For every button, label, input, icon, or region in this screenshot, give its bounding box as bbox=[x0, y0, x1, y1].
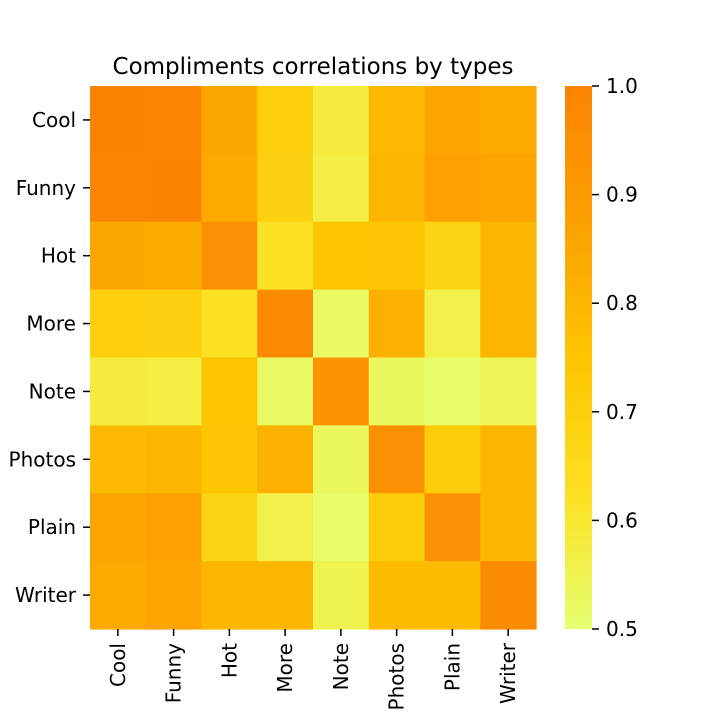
heatmap-cell-writer-photos bbox=[368, 561, 426, 630]
heatmap-cell-funny-note bbox=[313, 153, 370, 223]
heatmap-cell-cool-plain bbox=[424, 86, 481, 155]
y-tick-label: Photos bbox=[9, 447, 76, 471]
heatmap-cell-cool-writer bbox=[480, 86, 537, 155]
heatmap-cell-photos-more bbox=[257, 425, 314, 494]
heatmap-cell-hot-hot bbox=[201, 221, 258, 291]
heatmap-cell-hot-cool bbox=[90, 221, 147, 291]
x-tick-label: Note bbox=[329, 643, 353, 690]
heatmap-cell-plain-plain bbox=[424, 493, 481, 562]
heatmap-cell-funny-more bbox=[257, 153, 314, 223]
heatmap-cell-cool-funny bbox=[145, 86, 203, 155]
heatmap-cell-cool-photos bbox=[368, 86, 426, 155]
heatmap-cell-plain-photos bbox=[368, 493, 426, 562]
y-tick-label: Hot bbox=[41, 244, 76, 268]
colorbar-tick-label: 0.7 bbox=[606, 400, 638, 424]
colorbar-tick-label: 0.6 bbox=[606, 508, 638, 532]
heatmap-cell-note-photos bbox=[368, 357, 426, 426]
x-tick-label: Funny bbox=[162, 643, 186, 703]
heatmap-cell-note-funny bbox=[145, 357, 203, 426]
heatmap-cell-note-plain bbox=[424, 357, 481, 426]
heatmap-cell-funny-plain bbox=[424, 153, 481, 223]
heatmap-cell-writer-plain bbox=[424, 561, 481, 630]
x-tick-label: Hot bbox=[217, 643, 241, 678]
heatmap-cell-more-hot bbox=[201, 289, 258, 359]
heatmap-cell-photos-writer bbox=[480, 425, 537, 494]
heatmap-cell-plain-more bbox=[257, 493, 314, 562]
heatmap-cell-photos-funny bbox=[145, 425, 203, 494]
heatmap-cell-funny-photos bbox=[368, 153, 426, 223]
heatmap-cell-photos-plain bbox=[424, 425, 481, 494]
x-axis: Cool Funny Hot More Note Photos Plain Writer bbox=[106, 629, 520, 710]
heatmap-cell-more-writer bbox=[480, 289, 537, 359]
heatmap-cell-more-photos bbox=[368, 289, 426, 359]
colorbar-tick-label: 1.0 bbox=[606, 74, 638, 98]
heatmap-cell-hot-writer bbox=[480, 221, 537, 291]
colorbar-ticks: 1.0 0.9 0.8 0.7 0.6 0.5 bbox=[592, 74, 638, 641]
y-tick-label: Plain bbox=[28, 515, 76, 539]
y-tick-label: More bbox=[26, 312, 76, 336]
heatmap-cell-writer-note bbox=[313, 561, 370, 630]
heatmap-cell-note-note bbox=[313, 357, 370, 426]
heatmap-cell-hot-photos bbox=[368, 221, 426, 291]
x-tick-label: Cool bbox=[106, 643, 130, 687]
heatmap-cell-plain-note bbox=[313, 493, 370, 562]
heatmap-cell-writer-more bbox=[257, 561, 314, 630]
colorbar-tick-label: 0.5 bbox=[606, 617, 638, 641]
heatmap-cell-more-more bbox=[257, 289, 314, 359]
y-tick-label: Note bbox=[29, 379, 76, 403]
colorbar-tick-label: 0.8 bbox=[606, 291, 638, 315]
heatmap-cell-plain-cool bbox=[90, 493, 147, 562]
heatmap-cell-photos-photos bbox=[368, 425, 426, 494]
heatmap-cell-cool-cool bbox=[90, 86, 147, 155]
x-tick-label: Photos bbox=[385, 643, 409, 710]
heatmap-cells bbox=[90, 86, 537, 630]
y-tick-label: Writer bbox=[15, 583, 77, 607]
y-tick-label: Funny bbox=[16, 176, 76, 200]
colorbar bbox=[565, 86, 592, 629]
heatmap-cell-funny-writer bbox=[480, 153, 537, 223]
heatmap-cell-hot-more bbox=[257, 221, 314, 291]
heatmap-cell-funny-cool bbox=[90, 153, 147, 223]
y-tick-label: Cool bbox=[32, 108, 76, 132]
heatmap-cell-note-hot bbox=[201, 357, 258, 426]
heatmap-cell-writer-writer bbox=[480, 561, 537, 630]
heatmap-cell-more-funny bbox=[145, 289, 203, 359]
heatmap-cell-more-cool bbox=[90, 289, 147, 359]
heatmap-cell-writer-hot bbox=[201, 561, 258, 630]
x-tick-label: More bbox=[273, 643, 297, 693]
heatmap-cell-photos-hot bbox=[201, 425, 258, 494]
heatmap-cell-photos-note bbox=[313, 425, 370, 494]
heatmap-cell-cool-more bbox=[257, 86, 314, 155]
heatmap-cell-hot-note bbox=[313, 221, 370, 291]
heatmap-cell-cool-hot bbox=[201, 86, 258, 155]
heatmap-cell-cool-note bbox=[313, 86, 370, 155]
heatmap-cell-note-cool bbox=[90, 357, 147, 426]
heatmap-cell-plain-writer bbox=[480, 493, 537, 562]
heatmap-cell-more-plain bbox=[424, 289, 481, 359]
heatmap-cell-writer-cool bbox=[90, 561, 147, 630]
heatmap-cell-writer-funny bbox=[145, 561, 203, 630]
x-tick-label: Plain bbox=[440, 643, 464, 691]
heatmap-cell-note-more bbox=[257, 357, 314, 426]
colorbar-tick-label: 0.9 bbox=[606, 183, 638, 207]
chart-title: Compliments correlations by types bbox=[113, 54, 514, 80]
heatmap-cell-plain-hot bbox=[201, 493, 258, 562]
heatmap-cell-photos-cool bbox=[90, 425, 147, 494]
y-axis: Cool Funny Hot More Note Photos Plain Writer bbox=[9, 108, 90, 607]
heatmap-cell-hot-funny bbox=[145, 221, 203, 291]
heatmap-cell-note-writer bbox=[480, 357, 537, 426]
heatmap-cell-funny-hot bbox=[201, 153, 258, 223]
x-tick-label: Writer bbox=[496, 642, 520, 704]
heatmap-cell-more-note bbox=[313, 289, 370, 359]
heatmap-cell-hot-plain bbox=[424, 221, 481, 291]
heatmap-cell-plain-funny bbox=[145, 493, 203, 562]
heatmap-cell-funny-funny bbox=[145, 153, 203, 223]
